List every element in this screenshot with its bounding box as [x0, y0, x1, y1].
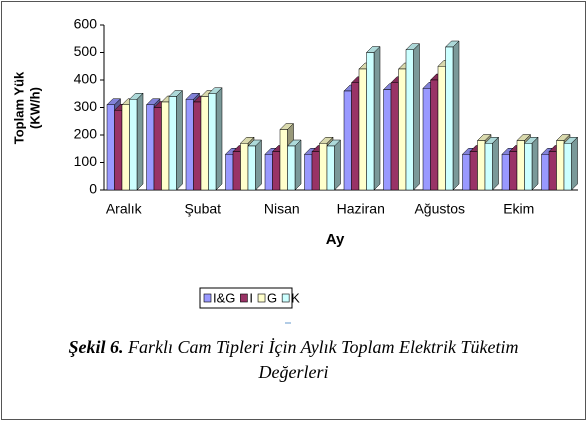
- bar: [304, 154, 313, 191]
- y-axis-title-line: (KW/h): [27, 87, 42, 129]
- bar: [351, 82, 360, 191]
- bar: [548, 151, 557, 191]
- bar-side: [294, 139, 302, 191]
- legend-label: G: [267, 290, 277, 305]
- bar: [153, 107, 162, 191]
- x-tick-label: Nisan: [264, 201, 300, 217]
- bar: [114, 110, 123, 191]
- bar: [343, 90, 352, 191]
- bar: [146, 104, 155, 191]
- bar: [524, 143, 533, 191]
- bar: [311, 151, 320, 191]
- y-axis-title: Toplam Yük (KW/h): [11, 71, 42, 144]
- bar: [563, 143, 572, 191]
- bar: [193, 101, 202, 191]
- bar: [240, 143, 249, 191]
- legend-label: I: [249, 290, 253, 305]
- bar: [264, 154, 273, 191]
- legend-swatch: [281, 293, 290, 303]
- legend-label: K: [291, 290, 300, 305]
- bar-side: [413, 43, 420, 191]
- x-axis-title: Ay: [326, 231, 345, 248]
- bar: [287, 145, 296, 191]
- bar: [272, 151, 281, 191]
- x-tick-label: Ağustos: [414, 201, 465, 217]
- bar: [484, 143, 493, 191]
- bar: [541, 154, 550, 191]
- bar: [161, 101, 170, 191]
- bar-side: [452, 40, 460, 191]
- caption-label: Şekil 6.: [68, 337, 124, 357]
- x-tick-label: Haziran: [337, 201, 385, 217]
- bar: [445, 46, 454, 191]
- bar: [225, 154, 234, 191]
- bar-side: [176, 89, 183, 191]
- y-tick-label: 500: [74, 43, 98, 59]
- bar: [185, 99, 194, 191]
- legend-label: I&G: [213, 290, 235, 305]
- bar: [208, 93, 217, 191]
- bar: [437, 66, 446, 191]
- bar: [383, 89, 392, 191]
- legend-swatch: [203, 293, 212, 303]
- bar: [405, 49, 414, 191]
- bar: [232, 151, 241, 191]
- bar-side: [373, 45, 381, 191]
- y-axis-title-line: Toplam Yük: [11, 71, 26, 144]
- bar: [462, 154, 471, 191]
- bar-side: [136, 92, 144, 191]
- bar: [516, 140, 525, 191]
- bar: [430, 79, 439, 191]
- bar: [509, 151, 518, 191]
- bar: [556, 140, 565, 191]
- bar: [326, 145, 335, 191]
- bar: [129, 99, 138, 191]
- bar: [422, 88, 431, 191]
- bar: [469, 151, 478, 191]
- bar-side: [215, 87, 223, 191]
- x-tick-label: Ekim: [503, 201, 534, 217]
- bar: [501, 154, 510, 191]
- bar: [358, 68, 367, 191]
- caption: Şekil 6. Farklı Cam Tipleri İçin Aylık T…: [40, 335, 547, 385]
- caption-text: Farklı Cam Tipleri İçin Aylık Toplam Ele…: [128, 337, 519, 382]
- bar: [247, 145, 256, 191]
- bar: [200, 96, 209, 191]
- x-tick-label: Şubat: [184, 201, 221, 217]
- bar: [279, 129, 288, 191]
- bar: [319, 143, 328, 191]
- y-tick-label: 0: [89, 181, 97, 197]
- bar: [390, 82, 399, 191]
- bar: [477, 140, 486, 191]
- bar-side: [492, 136, 499, 191]
- bar: [398, 68, 407, 191]
- y-tick-label: 400: [74, 71, 98, 87]
- y-tick-label: 200: [74, 126, 98, 142]
- bar: [106, 104, 115, 191]
- bar: [121, 104, 130, 191]
- legend-swatch: [240, 293, 248, 303]
- bar: [168, 96, 177, 191]
- x-tick-label: Aralık: [106, 201, 143, 217]
- bar-side: [255, 139, 262, 191]
- y-tick-label: 600: [74, 16, 98, 32]
- bar-side: [531, 136, 539, 191]
- bar-side: [571, 136, 578, 191]
- y-tick-label: 100: [74, 153, 98, 169]
- bar: [366, 52, 375, 191]
- bar-side: [334, 139, 341, 191]
- y-tick-label: 300: [74, 98, 98, 114]
- legend-swatch: [257, 293, 266, 303]
